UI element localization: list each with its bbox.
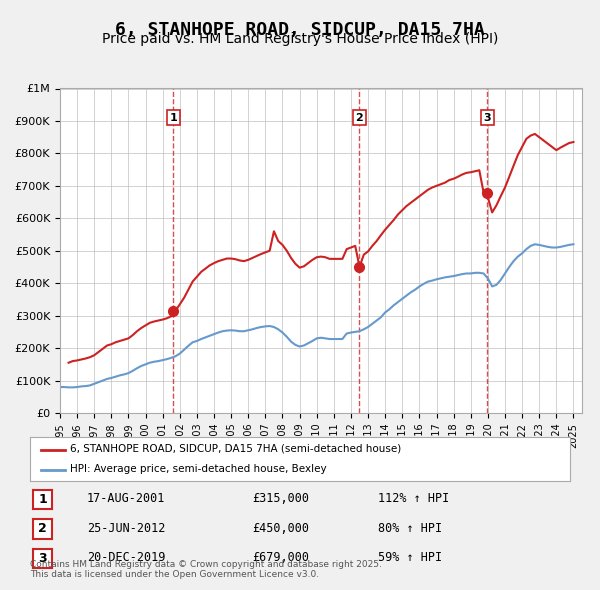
Text: 25-JUN-2012: 25-JUN-2012: [87, 522, 166, 535]
Text: 3: 3: [484, 113, 491, 123]
Text: Contains HM Land Registry data © Crown copyright and database right 2025.
This d: Contains HM Land Registry data © Crown c…: [30, 560, 382, 579]
Text: 6, STANHOPE ROAD, SIDCUP, DA15 7HA (semi-detached house): 6, STANHOPE ROAD, SIDCUP, DA15 7HA (semi…: [71, 444, 402, 454]
Text: £450,000: £450,000: [252, 522, 309, 535]
Text: 2: 2: [355, 113, 363, 123]
Text: 2: 2: [38, 522, 47, 536]
Text: 3: 3: [38, 552, 47, 565]
Text: 6, STANHOPE ROAD, SIDCUP, DA15 7HA: 6, STANHOPE ROAD, SIDCUP, DA15 7HA: [115, 21, 485, 39]
Text: £315,000: £315,000: [252, 492, 309, 505]
Text: 20-DEC-2019: 20-DEC-2019: [87, 551, 166, 564]
Text: 1: 1: [38, 493, 47, 506]
Text: 80% ↑ HPI: 80% ↑ HPI: [378, 522, 442, 535]
Text: 1: 1: [170, 113, 178, 123]
Text: HPI: Average price, semi-detached house, Bexley: HPI: Average price, semi-detached house,…: [71, 464, 327, 474]
Text: 17-AUG-2001: 17-AUG-2001: [87, 492, 166, 505]
Text: 59% ↑ HPI: 59% ↑ HPI: [378, 551, 442, 564]
Text: 112% ↑ HPI: 112% ↑ HPI: [378, 492, 449, 505]
Text: Price paid vs. HM Land Registry's House Price Index (HPI): Price paid vs. HM Land Registry's House …: [102, 32, 498, 47]
Text: £679,000: £679,000: [252, 551, 309, 564]
